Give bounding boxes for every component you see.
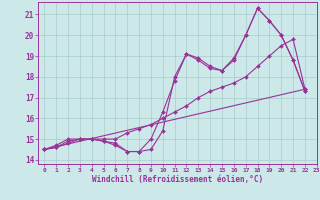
X-axis label: Windchill (Refroidissement éolien,°C): Windchill (Refroidissement éolien,°C) bbox=[92, 175, 263, 184]
